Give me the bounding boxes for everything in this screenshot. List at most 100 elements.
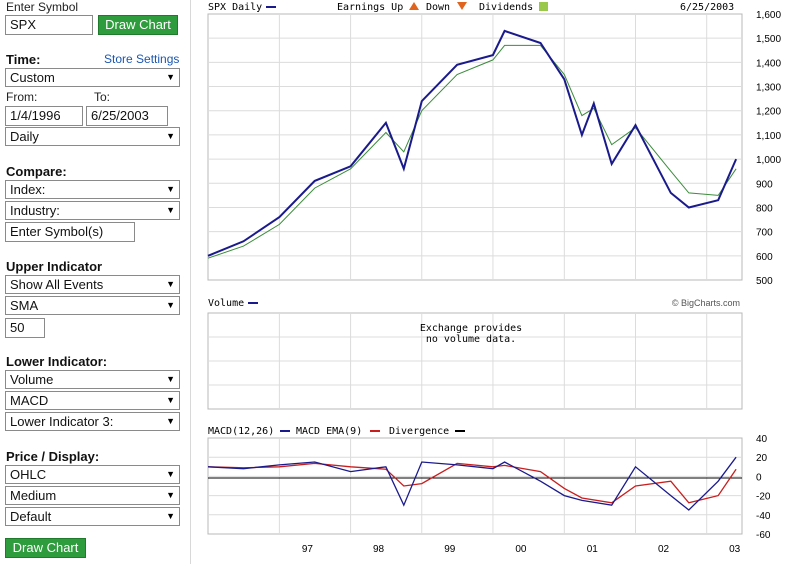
lower-indicator-2-select[interactable]: MACD ▼ bbox=[5, 391, 180, 410]
time-select-value: Custom bbox=[10, 70, 55, 85]
sma-period-input[interactable]: 50 bbox=[5, 318, 45, 338]
chart-size-select[interactable]: Medium ▼ bbox=[5, 486, 180, 505]
price-line bbox=[207, 29, 738, 257]
volume-message-1: Exchange provides bbox=[420, 323, 522, 334]
earnings-up-icon bbox=[409, 2, 419, 10]
enter-symbol-label: Enter Symbol bbox=[6, 0, 79, 14]
bigcharts-watermark: © BigCharts.com bbox=[672, 298, 740, 308]
from-date-input[interactable]: 1/4/1996 bbox=[5, 106, 83, 126]
macd-y-tick-label: 0 bbox=[756, 472, 762, 483]
price-y-tick-label: 1,300 bbox=[756, 83, 781, 94]
price-grid bbox=[208, 14, 742, 280]
macd-y-tick-label: 20 bbox=[756, 453, 768, 464]
frequency-select-value: Daily bbox=[10, 129, 39, 144]
store-settings-link[interactable]: Store Settings bbox=[104, 52, 180, 66]
chart-style-select[interactable]: OHLC ▼ bbox=[5, 465, 180, 484]
x-tick-label: 03 bbox=[729, 544, 741, 555]
chevron-down-icon: ▼ bbox=[166, 395, 175, 405]
chevron-down-icon: ▼ bbox=[166, 374, 175, 384]
macd-line bbox=[207, 456, 737, 511]
volume-grid bbox=[208, 313, 742, 409]
chevron-down-icon: ▼ bbox=[166, 469, 175, 479]
price-display-label: Price / Display: bbox=[6, 449, 100, 464]
x-tick-label: 99 bbox=[444, 544, 456, 555]
price-y-tick-label: 500 bbox=[756, 276, 773, 287]
price-y-tick-label: 1,200 bbox=[756, 107, 781, 118]
sma-select[interactable]: SMA ▼ bbox=[5, 296, 180, 315]
to-date-input[interactable]: 6/25/2003 bbox=[86, 106, 168, 126]
price-plot-frame bbox=[207, 13, 743, 281]
chevron-down-icon: ▼ bbox=[166, 131, 175, 141]
index-select-value: Index: bbox=[10, 182, 46, 197]
macd-grid bbox=[208, 438, 742, 534]
lower-indicator-label: Lower Indicator: bbox=[6, 354, 108, 369]
symbol-input[interactable]: SPX bbox=[5, 15, 93, 35]
chevron-down-icon: ▼ bbox=[166, 184, 175, 194]
compare-symbols-input[interactable]: Enter Symbol(s) bbox=[5, 222, 135, 242]
events-select-value: Show All Events bbox=[10, 277, 104, 292]
price-y-ticks: 1,600 1,500 1,400 1,300 1,200 1,100 1,000 900 80… bbox=[756, 10, 781, 287]
macd-y-tick-label: 40 bbox=[756, 434, 768, 445]
chart-date: 6/25/2003 bbox=[680, 2, 734, 13]
macd-y-tick-label: -60 bbox=[756, 530, 771, 541]
price-y-tick-label: 1,600 bbox=[756, 10, 781, 21]
legend-down: Down bbox=[426, 2, 450, 13]
chevron-down-icon: ▼ bbox=[166, 279, 175, 289]
price-y-tick-label: 1,400 bbox=[756, 58, 781, 69]
lower-indicator-1-select[interactable]: Volume ▼ bbox=[5, 370, 180, 389]
macd-ema-legend-label: MACD EMA(9) bbox=[296, 426, 362, 437]
price-panel: SPX Daily Earnings Up Down Dividends 6/2… bbox=[207, 2, 781, 287]
macd-y-ticks: 40 20 0 -20 -40 -60 bbox=[756, 434, 771, 541]
upper-indicator-label: Upper Indicator bbox=[6, 259, 103, 274]
legend-dividends: Dividends bbox=[479, 2, 533, 13]
color-scheme-value: Default bbox=[10, 509, 52, 524]
chevron-down-icon: ▼ bbox=[166, 511, 175, 521]
dividends-icon bbox=[539, 2, 548, 11]
chevron-down-icon: ▼ bbox=[166, 300, 175, 310]
x-tick-label: 00 bbox=[515, 544, 527, 555]
chart-size-value: Medium bbox=[10, 488, 57, 503]
draw-chart-button[interactable]: Draw Chart bbox=[98, 15, 178, 35]
volume-title: Volume bbox=[208, 298, 244, 309]
price-y-tick-label: 700 bbox=[756, 228, 773, 239]
time-label: Time: bbox=[6, 52, 41, 67]
events-select[interactable]: Show All Events ▼ bbox=[5, 275, 180, 294]
price-y-tick-label: 1,000 bbox=[756, 155, 781, 166]
sma-select-value: SMA bbox=[10, 298, 39, 313]
x-tick-label: 98 bbox=[373, 544, 385, 555]
chevron-down-icon: ▼ bbox=[166, 416, 175, 426]
draw-chart-bottom-button[interactable]: Draw Chart bbox=[5, 538, 86, 558]
color-scheme-select[interactable]: Default ▼ bbox=[5, 507, 180, 526]
x-axis-ticks: 97 98 99 00 01 02 03 bbox=[302, 544, 741, 555]
price-y-tick-label: 1,500 bbox=[756, 34, 781, 45]
index-select[interactable]: Index: ▼ bbox=[5, 180, 180, 199]
lower-indicator-2-value: MACD bbox=[10, 393, 49, 408]
x-tick-label: 02 bbox=[658, 544, 670, 555]
macd-plot-frame bbox=[207, 437, 743, 535]
macd-panel: MACD(12,26) MACD EMA(9) Divergence 40 20 0… bbox=[207, 426, 771, 541]
industry-select-value: Industry: bbox=[10, 203, 60, 218]
price-y-tick-label: 800 bbox=[756, 203, 773, 214]
lower-indicator-1-value: Volume bbox=[10, 372, 54, 387]
macd-y-tick-label: -20 bbox=[756, 492, 771, 503]
x-tick-label: 01 bbox=[587, 544, 599, 555]
chart-style-value: OHLC bbox=[10, 467, 47, 482]
chevron-down-icon: ▼ bbox=[166, 72, 175, 82]
to-label: To: bbox=[94, 90, 111, 104]
macd-legend-label: MACD(12,26) bbox=[208, 426, 274, 437]
sma-line bbox=[207, 44, 737, 259]
time-select[interactable]: Custom ▼ bbox=[5, 68, 180, 87]
price-y-tick-label: 900 bbox=[756, 179, 773, 190]
industry-select[interactable]: Industry: ▼ bbox=[5, 201, 180, 220]
volume-message-2: no volume data. bbox=[426, 334, 516, 345]
frequency-select[interactable]: Daily ▼ bbox=[5, 127, 180, 146]
x-tick-label: 97 bbox=[302, 544, 314, 555]
volume-panel: Volume © BigCharts.com Exchange provides… bbox=[207, 298, 743, 410]
lower-indicator-3-select[interactable]: Lower Indicator 3: ▼ bbox=[5, 412, 180, 431]
chevron-down-icon: ▼ bbox=[166, 490, 175, 500]
price-y-tick-label: 1,100 bbox=[756, 131, 781, 142]
settings-sidebar: Enter Symbol SPX Draw Chart Time: Store … bbox=[0, 0, 191, 564]
price-y-tick-label: 600 bbox=[756, 252, 773, 263]
price-title: SPX Daily bbox=[208, 2, 262, 13]
